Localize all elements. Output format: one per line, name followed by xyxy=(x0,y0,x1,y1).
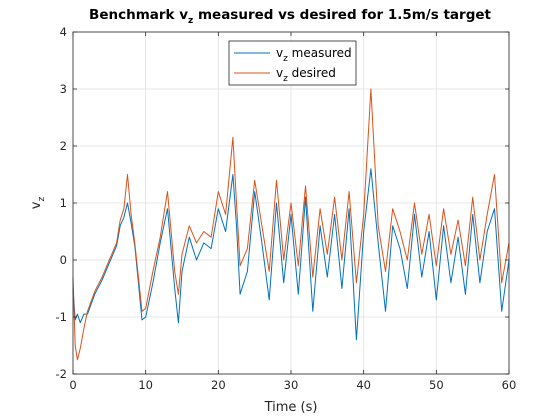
legend-label-measured: vz measured xyxy=(276,46,352,64)
y-axis-label: vz xyxy=(29,197,47,210)
chart-title-rest: measured vs desired for 1.5m/s target xyxy=(193,7,491,23)
legend-label-desired-rest: desired xyxy=(288,66,336,80)
y-tick-label: 0 xyxy=(60,253,67,267)
x-axis-label: Time (s) xyxy=(264,400,318,415)
y-tick-label: 2 xyxy=(60,139,67,153)
x-tick-label: 30 xyxy=(284,378,299,392)
x-tick-label: 40 xyxy=(356,378,371,392)
x-tick-label: 50 xyxy=(429,378,444,392)
legend-label-desired-sub: z xyxy=(283,74,288,84)
legend: vz measured vz desired xyxy=(228,40,357,86)
y-tick-label: 3 xyxy=(60,82,67,96)
legend-label-measured-main: v xyxy=(276,46,283,60)
chart-title-main: Benchmark v xyxy=(89,7,188,23)
chart-title: Benchmark vz measured vs desired for 1.5… xyxy=(89,7,491,26)
x-tick-label: 10 xyxy=(138,378,153,392)
legend-label-desired-main: v xyxy=(276,66,283,80)
plot-area xyxy=(72,88,510,361)
y-axis-label-sub: z xyxy=(37,197,47,202)
y-tick-label: 4 xyxy=(60,25,67,39)
legend-label-measured-sub: z xyxy=(283,54,288,64)
ticks xyxy=(72,31,510,375)
y-tick-label: -1 xyxy=(56,310,67,324)
series-layer xyxy=(72,88,510,361)
y-tick-label: -2 xyxy=(56,367,67,381)
series-line-desired xyxy=(72,88,510,361)
series-line-measured xyxy=(72,168,510,341)
x-tick-label: 60 xyxy=(502,378,517,392)
x-tick-label: 20 xyxy=(211,378,226,392)
legend-label-measured-rest: measured xyxy=(288,46,352,60)
tick-labels: 0 10 20 30 40 50 60 -2 -1 0 1 2 3 4 xyxy=(56,25,517,392)
x-tick-label: 0 xyxy=(69,378,76,392)
legend-label-desired: vz desired xyxy=(276,66,336,84)
y-tick-label: 1 xyxy=(60,196,67,210)
chart-title-sub: z xyxy=(188,16,193,26)
y-axis-label-main: v xyxy=(29,201,44,209)
legend-box xyxy=(228,40,357,86)
